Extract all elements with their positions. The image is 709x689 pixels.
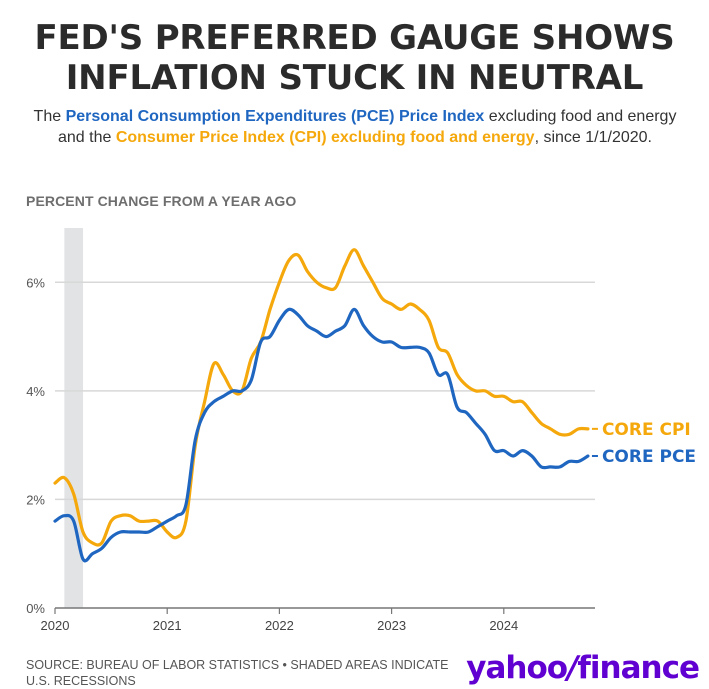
y-tick-label: 2% xyxy=(26,492,45,507)
logo-part-1: yahoo xyxy=(466,650,567,686)
yahoo-finance-logo: yahoo/finance xyxy=(466,650,699,686)
y-tick-label: 0% xyxy=(26,601,45,616)
gridlines xyxy=(55,282,595,499)
y-tick-label: 6% xyxy=(26,275,45,290)
x-tick-label: 2021 xyxy=(153,618,182,633)
y-tick-label: 4% xyxy=(26,384,45,399)
line-chart: 0%2%4%6%2020 2021 2022 2023 2024 CORE CPICOR… xyxy=(0,0,709,689)
core-pce-label: CORE PCE xyxy=(602,447,696,467)
logo-part-2: finance xyxy=(577,650,699,686)
logo-slash: / xyxy=(567,650,577,686)
series-labels: CORE CPI CORE PCE xyxy=(592,420,696,467)
core-cpi-label: CORE CPI xyxy=(602,420,691,440)
x-tick-label: 2024 xyxy=(489,618,518,633)
x-tick-label: 2023 xyxy=(377,618,406,633)
core-pce-line xyxy=(55,309,588,561)
source-note: SOURCE: BUREAU OF LABOR STATISTICS • SHA… xyxy=(26,657,456,689)
x-tick-label: 2022 xyxy=(265,618,294,633)
series-lines xyxy=(55,250,588,561)
x-tick-label: 2020 xyxy=(41,618,70,633)
core-cpi-line xyxy=(55,250,588,545)
